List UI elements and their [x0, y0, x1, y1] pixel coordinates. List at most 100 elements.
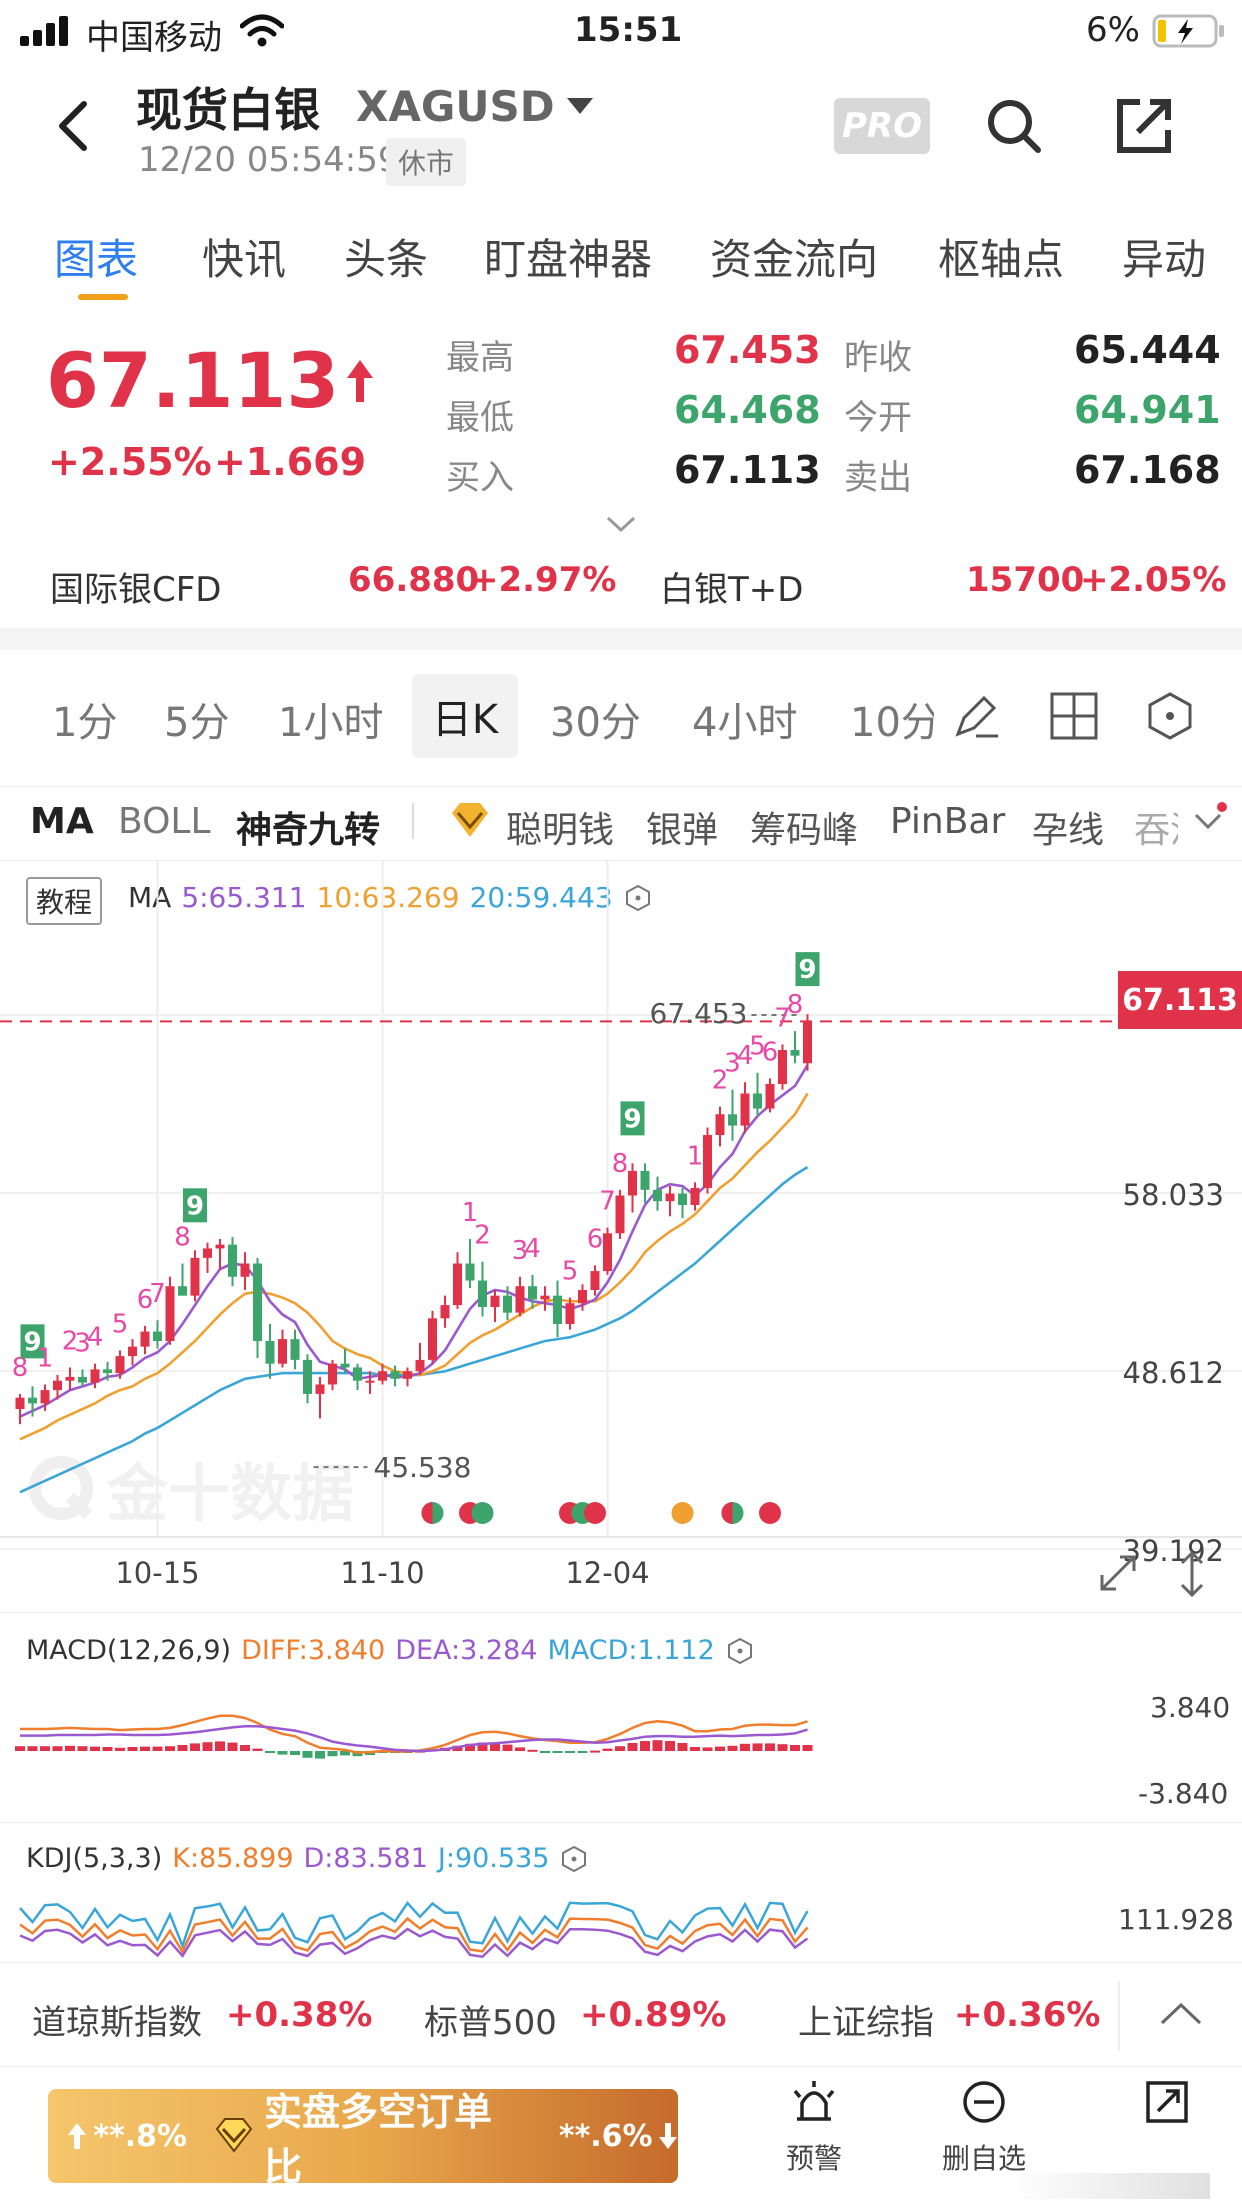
indicator-ma[interactable]: MA — [30, 801, 94, 842]
ma10-value: 10:63.269 — [316, 881, 460, 914]
watermark-text: 金十数据 — [106, 1457, 355, 1530]
expand-quote-button[interactable] — [604, 512, 638, 536]
kdj-k: K:85.899 — [172, 1843, 294, 1874]
pen-icon — [955, 695, 998, 738]
period-1h[interactable]: 1小时 — [278, 700, 384, 746]
period-4h[interactable]: 4小时 — [692, 700, 798, 746]
related-name-td[interactable]: 白银T+D — [660, 570, 804, 610]
macd-bar — [652, 1740, 663, 1751]
settings-hex-icon[interactable] — [559, 1844, 589, 1874]
index-name-dow[interactable]: 道琼斯指数 — [32, 2003, 202, 2043]
candle-body — [365, 1380, 375, 1383]
tab-headlines[interactable]: 头条 — [344, 235, 429, 284]
tab-anomaly[interactable]: 异动 — [1122, 235, 1207, 284]
logo-icon — [29, 1456, 93, 1520]
minus-circle-icon — [963, 2081, 1005, 2123]
index-pct-sse: +0.36% — [954, 1995, 1101, 2035]
settings-hex-icon[interactable] — [725, 1636, 755, 1666]
macd-bar — [252, 1748, 263, 1751]
zoom-vertical-button[interactable] — [1172, 1549, 1212, 1599]
chart-settings-button[interactable] — [1144, 690, 1196, 742]
grid-icon — [1050, 692, 1098, 740]
macd-panel[interactable]: MACD(12,26,9) DIFF:3.840 DEA:3.284 MACD:… — [0, 1612, 1242, 1823]
macd-params: MACD(12,26,9) — [26, 1635, 232, 1666]
ma20-value: 20:59.443 — [469, 881, 613, 914]
order-ratio-banner[interactable]: **.8% 实盘多空订单比 **.6% — [48, 2089, 678, 2189]
period-10m[interactable]: 10分 — [850, 700, 934, 746]
candle-body — [690, 1187, 700, 1205]
section-divider — [0, 628, 1242, 650]
nine-turn-label: 8 — [787, 990, 804, 1020]
macd-bar — [627, 1743, 638, 1751]
fullscreen-button[interactable] — [1142, 2077, 1202, 2137]
index-ticker: 道琼斯指数 +0.38% 标普500 +0.89% 上证综指 +0.36% — [0, 1962, 1242, 2067]
related-name-cfd[interactable]: 国际银CFD — [50, 570, 222, 610]
kdj-panel[interactable]: KDJ(5,3,3) K:85.899 D:83.581 J:90.535 11… — [0, 1822, 1242, 1963]
indicator-harami[interactable]: 孕线 — [1032, 810, 1105, 851]
macd-bar — [227, 1742, 238, 1751]
alert-button[interactable]: 预警 — [774, 2077, 854, 2207]
candlestick-chart[interactable]: 教程 MA 5:65.311 10:63.269 20:59.443 金十数据 … — [0, 860, 1242, 1613]
macd-dea: DEA:3.284 — [395, 1635, 538, 1666]
indicator-more-button[interactable] — [1188, 801, 1228, 841]
period-daily-active[interactable]: 日K — [412, 674, 518, 758]
tab-pivot[interactable]: 枢轴点 — [938, 235, 1065, 284]
indicator-chip-peak[interactable]: 筹码峰 — [750, 810, 859, 851]
index-name-sse[interactable]: 上证综指 — [798, 2003, 934, 2043]
period-bar: 1分 5分 1小时 日K 30分 4小时 10分 — [0, 660, 1242, 770]
candle-body — [15, 1397, 25, 1410]
related-price-td: 15700 — [966, 560, 1085, 600]
indicator-boll[interactable]: BOLL — [118, 801, 211, 842]
indicator-pinbar[interactable]: PinBar — [890, 801, 1006, 842]
search-button[interactable] — [984, 96, 1044, 156]
macd-diff: DIFF:3.840 — [241, 1635, 386, 1666]
macd-bar — [565, 1751, 575, 1753]
pro-button[interactable]: PRO — [834, 98, 930, 154]
tab-flash[interactable]: 快讯 — [202, 235, 287, 284]
indicator-silver-bullet[interactable]: 银弹 — [646, 810, 719, 851]
search-icon — [988, 100, 1041, 153]
indicator-engulf[interactable]: 吞没 — [1134, 810, 1178, 849]
layout-button[interactable] — [1048, 690, 1100, 742]
kdj-d: D:83.581 — [303, 1843, 428, 1874]
macd-bar — [727, 1745, 738, 1751]
period-1m[interactable]: 1分 — [52, 700, 118, 746]
remove-watchlist-button[interactable]: 删自选 — [934, 2077, 1034, 2207]
related-pct-cfd: +2.97% — [470, 560, 617, 600]
tab-chart[interactable]: 图表 — [54, 235, 139, 284]
candle-body — [803, 1021, 812, 1064]
chevron-down-icon — [606, 516, 636, 533]
indicator-smart-money[interactable]: 聪明钱 — [506, 810, 615, 851]
nine-turn-label: 7 — [149, 1279, 166, 1309]
period-30m[interactable]: 30分 — [550, 700, 641, 746]
zoom-fit-button[interactable] — [1096, 1551, 1140, 1595]
index-name-sp500[interactable]: 标普500 — [424, 2003, 557, 2043]
tutorial-button[interactable]: 教程 — [26, 877, 103, 925]
share-button[interactable] — [1114, 96, 1174, 156]
index-pct-dow: +0.38% — [226, 1995, 373, 2035]
index-expand-button[interactable] — [1156, 1993, 1206, 2033]
back-button[interactable] — [52, 96, 92, 156]
indicator-nine-turn[interactable]: 神奇九转 — [236, 810, 381, 851]
nine-turn-label: 6 — [587, 1224, 604, 1254]
nine-turn-label: 1 — [37, 1343, 54, 1373]
macd-bar — [752, 1743, 763, 1751]
settings-hex-icon[interactable] — [623, 883, 653, 913]
candle-body — [290, 1339, 300, 1360]
index-pct-sp500: +0.89% — [580, 1995, 727, 2035]
tab-watch[interactable]: 盯盘神器 — [484, 235, 653, 284]
period-5m[interactable]: 5分 — [164, 700, 230, 746]
related-price-cfd: 66.880 — [348, 560, 480, 600]
symbol-dropdown[interactable]: XAGUSD — [356, 78, 595, 134]
candle-body — [703, 1135, 712, 1188]
macd-value: MACD:1.112 — [547, 1635, 715, 1666]
price-value: 67.113 — [46, 336, 340, 425]
tab-capital-flow[interactable]: 资金流向 — [710, 235, 879, 284]
change-percent: +2.55% — [48, 440, 212, 484]
kdj-j-line — [19, 1900, 809, 1950]
market-status-badge: 休市 — [386, 138, 467, 186]
draw-tool-button[interactable] — [950, 690, 1002, 742]
candle-body — [28, 1397, 37, 1404]
share-icon — [1117, 99, 1171, 153]
candle-body — [90, 1369, 100, 1383]
